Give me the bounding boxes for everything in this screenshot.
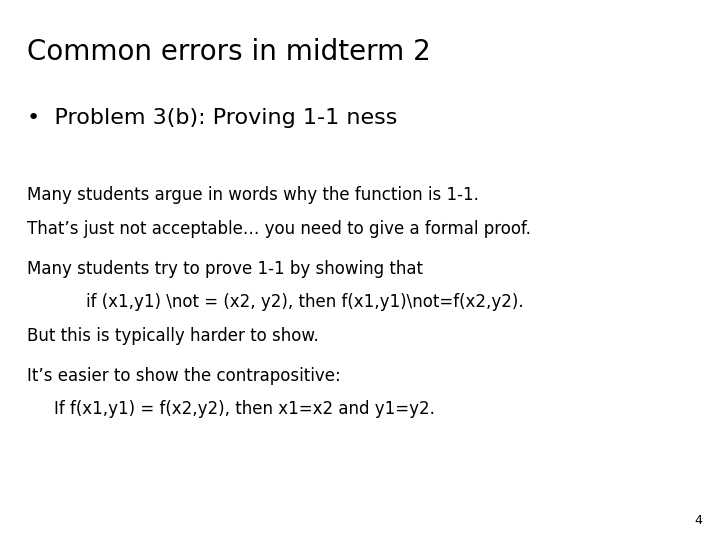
Text: 4: 4 — [694, 514, 702, 526]
Text: That’s just not acceptable… you need to give a formal proof.: That’s just not acceptable… you need to … — [27, 220, 531, 238]
Text: Many students argue in words why the function is 1-1.: Many students argue in words why the fun… — [27, 186, 480, 204]
Text: •  Problem 3(b): Proving 1-1 ness: • Problem 3(b): Proving 1-1 ness — [27, 108, 397, 128]
Text: If f(x1,y1) = f(x2,y2), then x1=x2 and y1=y2.: If f(x1,y1) = f(x2,y2), then x1=x2 and y… — [54, 400, 435, 418]
Text: if (x1,y1) \not = (x2, y2), then f(x1,y1)\not=f(x2,y2).: if (x1,y1) \not = (x2, y2), then f(x1,y1… — [86, 293, 524, 311]
Text: Many students try to prove 1-1 by showing that: Many students try to prove 1-1 by showin… — [27, 260, 423, 278]
Text: It’s easier to show the contrapositive:: It’s easier to show the contrapositive: — [27, 367, 341, 384]
Text: But this is typically harder to show.: But this is typically harder to show. — [27, 327, 319, 345]
Text: Common errors in midterm 2: Common errors in midterm 2 — [27, 38, 431, 66]
